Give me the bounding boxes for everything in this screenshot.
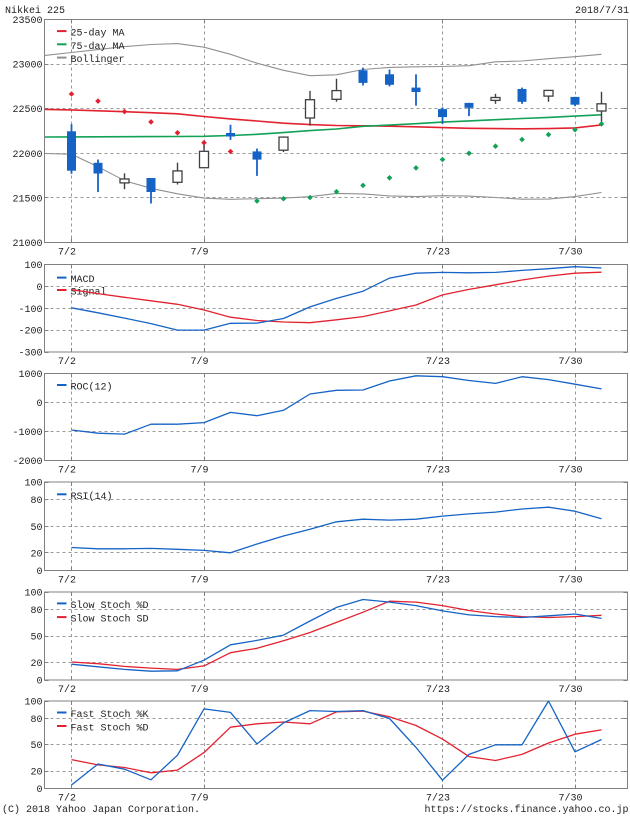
svg-text:7/23: 7/23 <box>426 792 450 804</box>
svg-text:Bollinger: Bollinger <box>71 54 125 66</box>
svg-text:Slow Stoch SD: Slow Stoch SD <box>71 614 149 626</box>
svg-text:RSI(14): RSI(14) <box>71 491 113 503</box>
svg-text:0: 0 <box>36 399 42 410</box>
svg-text:7/9: 7/9 <box>190 792 208 804</box>
svg-text:80: 80 <box>30 606 42 617</box>
svg-text:(C) 2018 Yahoo Japan Corporati: (C) 2018 Yahoo Japan Corporation. <box>2 804 200 816</box>
svg-text:7/9: 7/9 <box>190 356 208 368</box>
svg-text:-2000: -2000 <box>12 457 42 468</box>
svg-text:20: 20 <box>30 549 42 560</box>
svg-text:21500: 21500 <box>12 194 42 205</box>
svg-text:0: 0 <box>36 283 42 294</box>
svg-text:7/30: 7/30 <box>558 246 582 258</box>
svg-text:0: 0 <box>36 567 42 578</box>
svg-text:21000: 21000 <box>12 239 42 250</box>
svg-text:0: 0 <box>36 677 42 688</box>
svg-text:23500: 23500 <box>12 16 42 27</box>
svg-text:7/2: 7/2 <box>58 464 76 476</box>
svg-text:23000: 23000 <box>12 61 42 72</box>
svg-text:20: 20 <box>30 659 42 670</box>
svg-text:-200: -200 <box>18 327 42 338</box>
svg-text:7/2: 7/2 <box>58 684 76 696</box>
svg-text:7/9: 7/9 <box>190 464 208 476</box>
svg-text:7/2: 7/2 <box>58 246 76 258</box>
svg-text:7/23: 7/23 <box>426 246 450 258</box>
svg-text:MACD: MACD <box>71 275 95 286</box>
svg-text:-1000: -1000 <box>12 428 42 439</box>
svg-text:Slow Stoch %D: Slow Stoch %D <box>71 600 149 612</box>
svg-text:7/2: 7/2 <box>58 574 76 586</box>
svg-text:80: 80 <box>30 715 42 726</box>
svg-text:7/30: 7/30 <box>558 464 582 476</box>
svg-text:7/23: 7/23 <box>426 464 450 476</box>
svg-text:50: 50 <box>30 523 42 534</box>
svg-text:7/23: 7/23 <box>426 684 450 696</box>
svg-text:80: 80 <box>30 496 42 507</box>
svg-text:1000: 1000 <box>18 370 42 381</box>
svg-text:Fast Stoch %D: Fast Stoch %D <box>71 723 149 735</box>
svg-text:Nikkei 225: Nikkei 225 <box>5 5 65 17</box>
svg-text:7/30: 7/30 <box>558 574 582 586</box>
svg-text:100: 100 <box>24 479 42 490</box>
svg-text:-300: -300 <box>18 349 42 360</box>
svg-text:100: 100 <box>24 261 42 272</box>
svg-text:Fast Stoch %K: Fast Stoch %K <box>71 709 149 721</box>
svg-text:100: 100 <box>24 589 42 600</box>
svg-text:22000: 22000 <box>12 150 42 161</box>
svg-text:7/23: 7/23 <box>426 574 450 586</box>
svg-text:50: 50 <box>30 741 42 752</box>
svg-text:7/30: 7/30 <box>558 356 582 368</box>
svg-text:7/23: 7/23 <box>426 356 450 368</box>
svg-text:25-day MA: 25-day MA <box>71 28 125 40</box>
svg-text:ROC(12): ROC(12) <box>71 382 113 394</box>
svg-text:https://stocks.finance.yahoo.c: https://stocks.finance.yahoo.co.jp <box>424 804 628 816</box>
svg-text:7/9: 7/9 <box>190 684 208 696</box>
svg-text:-100: -100 <box>18 305 42 316</box>
svg-text:100: 100 <box>24 698 42 709</box>
svg-text:7/9: 7/9 <box>190 246 208 258</box>
svg-text:50: 50 <box>30 633 42 644</box>
svg-text:7/30: 7/30 <box>558 684 582 696</box>
svg-text:7/2: 7/2 <box>58 792 76 804</box>
svg-text:22500: 22500 <box>12 105 42 116</box>
svg-text:7/2: 7/2 <box>58 356 76 368</box>
svg-text:0: 0 <box>36 785 42 796</box>
svg-text:20: 20 <box>30 768 42 779</box>
svg-text:2018/7/31: 2018/7/31 <box>575 5 629 17</box>
svg-text:7/9: 7/9 <box>190 574 208 586</box>
svg-text:7/30: 7/30 <box>558 792 582 804</box>
svg-text:75-day MA: 75-day MA <box>71 41 125 53</box>
